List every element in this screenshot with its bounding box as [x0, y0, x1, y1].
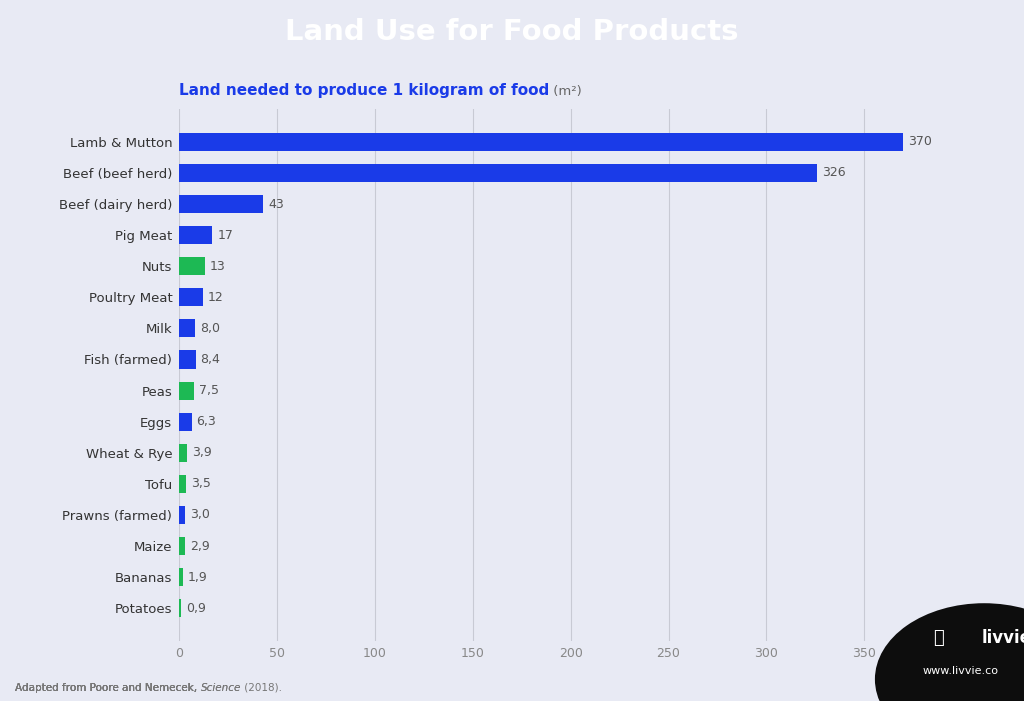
Bar — [179, 537, 185, 555]
Text: Land needed to produce 1 kilogram of food: Land needed to produce 1 kilogram of foo… — [179, 83, 550, 98]
Bar — [179, 475, 186, 493]
Bar — [179, 320, 195, 337]
Bar — [179, 226, 212, 244]
Text: 6,3: 6,3 — [197, 415, 216, 428]
Ellipse shape — [874, 603, 1024, 701]
Bar — [179, 164, 817, 182]
Text: 8,4: 8,4 — [201, 353, 220, 366]
Text: 13: 13 — [210, 260, 225, 273]
Text: Adapted from Poore and Nemecek,: Adapted from Poore and Nemecek, — [15, 683, 201, 693]
Text: 🍃: 🍃 — [934, 629, 944, 647]
Text: 1,9: 1,9 — [187, 571, 208, 584]
Text: 17: 17 — [217, 229, 233, 242]
Text: www.livvie.co: www.livvie.co — [922, 665, 998, 676]
Text: Science: Science — [201, 683, 241, 693]
Text: Adapted from Poore and Nemecek,: Adapted from Poore and Nemecek, — [15, 683, 201, 693]
Text: 3,9: 3,9 — [191, 447, 212, 459]
Text: livvie: livvie — [981, 629, 1024, 647]
Text: 370: 370 — [908, 135, 932, 149]
Bar — [179, 599, 181, 617]
Bar — [179, 350, 196, 369]
Bar — [179, 568, 183, 586]
Text: 3,5: 3,5 — [190, 477, 211, 490]
Text: 326: 326 — [822, 166, 846, 179]
Text: 43: 43 — [268, 198, 284, 210]
Text: 8,0: 8,0 — [200, 322, 220, 335]
Text: (2018).: (2018). — [241, 683, 282, 693]
Bar — [179, 506, 185, 524]
Text: Adapted from Poore and Nemecek,: Adapted from Poore and Nemecek, — [15, 683, 201, 693]
Text: 2,9: 2,9 — [189, 540, 210, 552]
Text: 12: 12 — [208, 291, 223, 304]
Text: (m²): (m²) — [550, 85, 583, 98]
Bar — [179, 133, 903, 151]
Text: Adapted from Poore and Nemecek,: Adapted from Poore and Nemecek, — [15, 683, 201, 693]
Text: 7,5: 7,5 — [199, 384, 219, 397]
Ellipse shape — [0, 55, 1024, 107]
Bar — [179, 195, 263, 213]
Bar — [179, 288, 203, 306]
Bar — [179, 257, 205, 275]
Text: 0,9: 0,9 — [185, 601, 206, 615]
Text: Land Use for Food Products: Land Use for Food Products — [286, 18, 738, 46]
Text: Science: Science — [201, 683, 241, 693]
Bar — [179, 413, 191, 430]
Bar — [179, 381, 194, 400]
Text: 3,0: 3,0 — [190, 508, 210, 522]
Bar — [179, 444, 186, 462]
